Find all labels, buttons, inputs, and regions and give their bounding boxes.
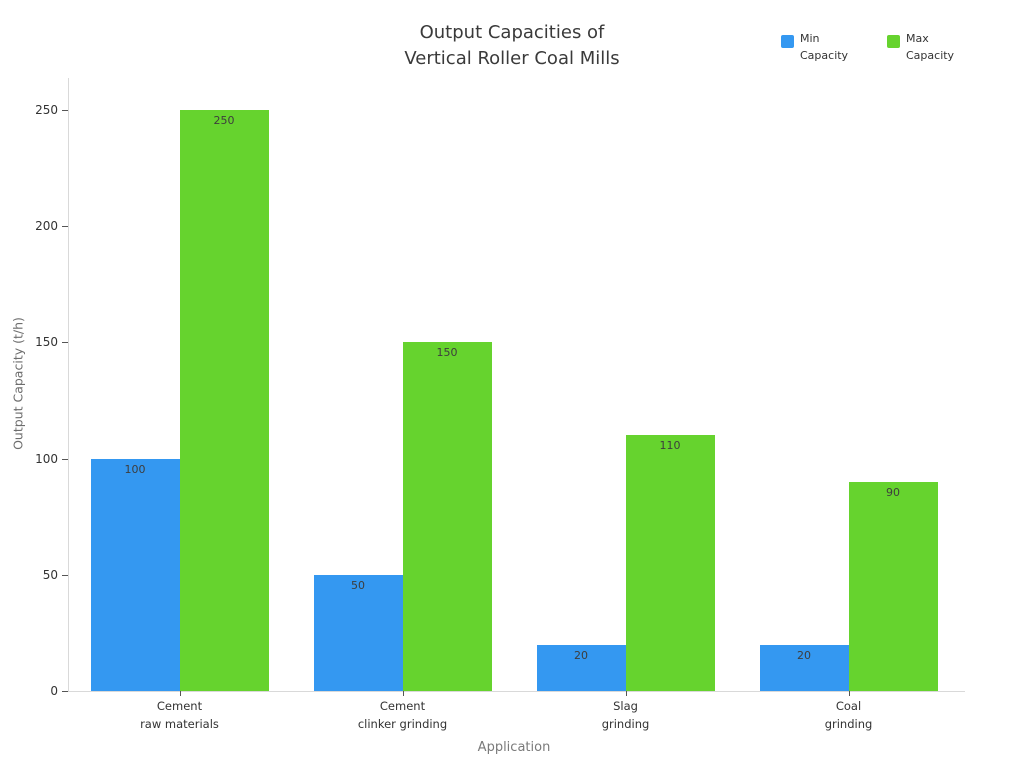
bar-value-label: 110 [659,439,681,453]
bar-value-label: 20 [797,648,811,662]
x-axis-title: Application [477,740,551,755]
legend-swatch-min-icon [781,35,794,48]
y-tick-mark [62,458,68,460]
bar-min-capacity: 20 [536,644,626,691]
chart-title: Output Capacities of Vertical Roller Coa… [404,22,620,70]
legend-item-max-capacity[interactable]: Max Capacity [887,31,962,64]
y-tick-mark [62,226,68,228]
y-tick-mark [62,110,68,111]
bar-value-label: 20 [574,648,588,662]
bar-min-capacity: 20 [759,644,849,691]
y-tick-label: 0 [50,684,58,698]
x-tick-mark [848,691,850,696]
bar-max-capacity: 150 [402,342,492,691]
legend-label-min: Min Capacity [800,32,849,62]
x-category-label: Coal grinding [824,699,873,731]
y-tick-mark [62,342,68,344]
bar-max-capacity: 90 [848,481,938,691]
legend-label-max: Max Capacity [906,32,955,62]
bar-value-label: 50 [351,578,365,592]
bar-value-label: 150 [436,346,458,360]
x-tick-mark [179,691,181,696]
legend-item-min-capacity[interactable]: Min Capacity [781,31,856,64]
x-tick-mark [402,691,404,696]
bar-min-capacity: 50 [313,574,403,691]
plot-area: 0 50 100 150 200 250 100 250 Cement raw material… [35,75,965,731]
legend-swatch-max-icon [887,35,900,48]
x-tick-mark [625,691,627,696]
bar-max-capacity: 250 [179,110,269,691]
x-category-label: Cement clinker grinding [357,699,448,731]
bar-value-label: 100 [124,462,146,476]
y-tick-label: 50 [42,567,58,582]
y-axis-title: Output Capacity (t/h) [10,317,26,450]
y-tick-mark [62,691,68,692]
legend: Min Capacity Max Capacity [781,31,962,64]
bar-value-label: 250 [213,114,235,127]
y-tick-label: 100 [35,451,58,466]
y-tick-mark [62,574,68,576]
bar-value-label: 90 [886,485,900,499]
x-axis-line [68,691,965,692]
x-category-label: Slag grinding [601,699,650,731]
bar-max-capacity: 110 [625,435,715,691]
y-tick-label: 150 [35,335,58,350]
y-tick-label: 200 [35,219,58,234]
y-tick-label: 250 [35,103,58,117]
bar-min-capacity: 100 [90,458,180,691]
x-category-label: Cement raw materials [140,699,219,731]
y-axis-line [68,78,69,691]
